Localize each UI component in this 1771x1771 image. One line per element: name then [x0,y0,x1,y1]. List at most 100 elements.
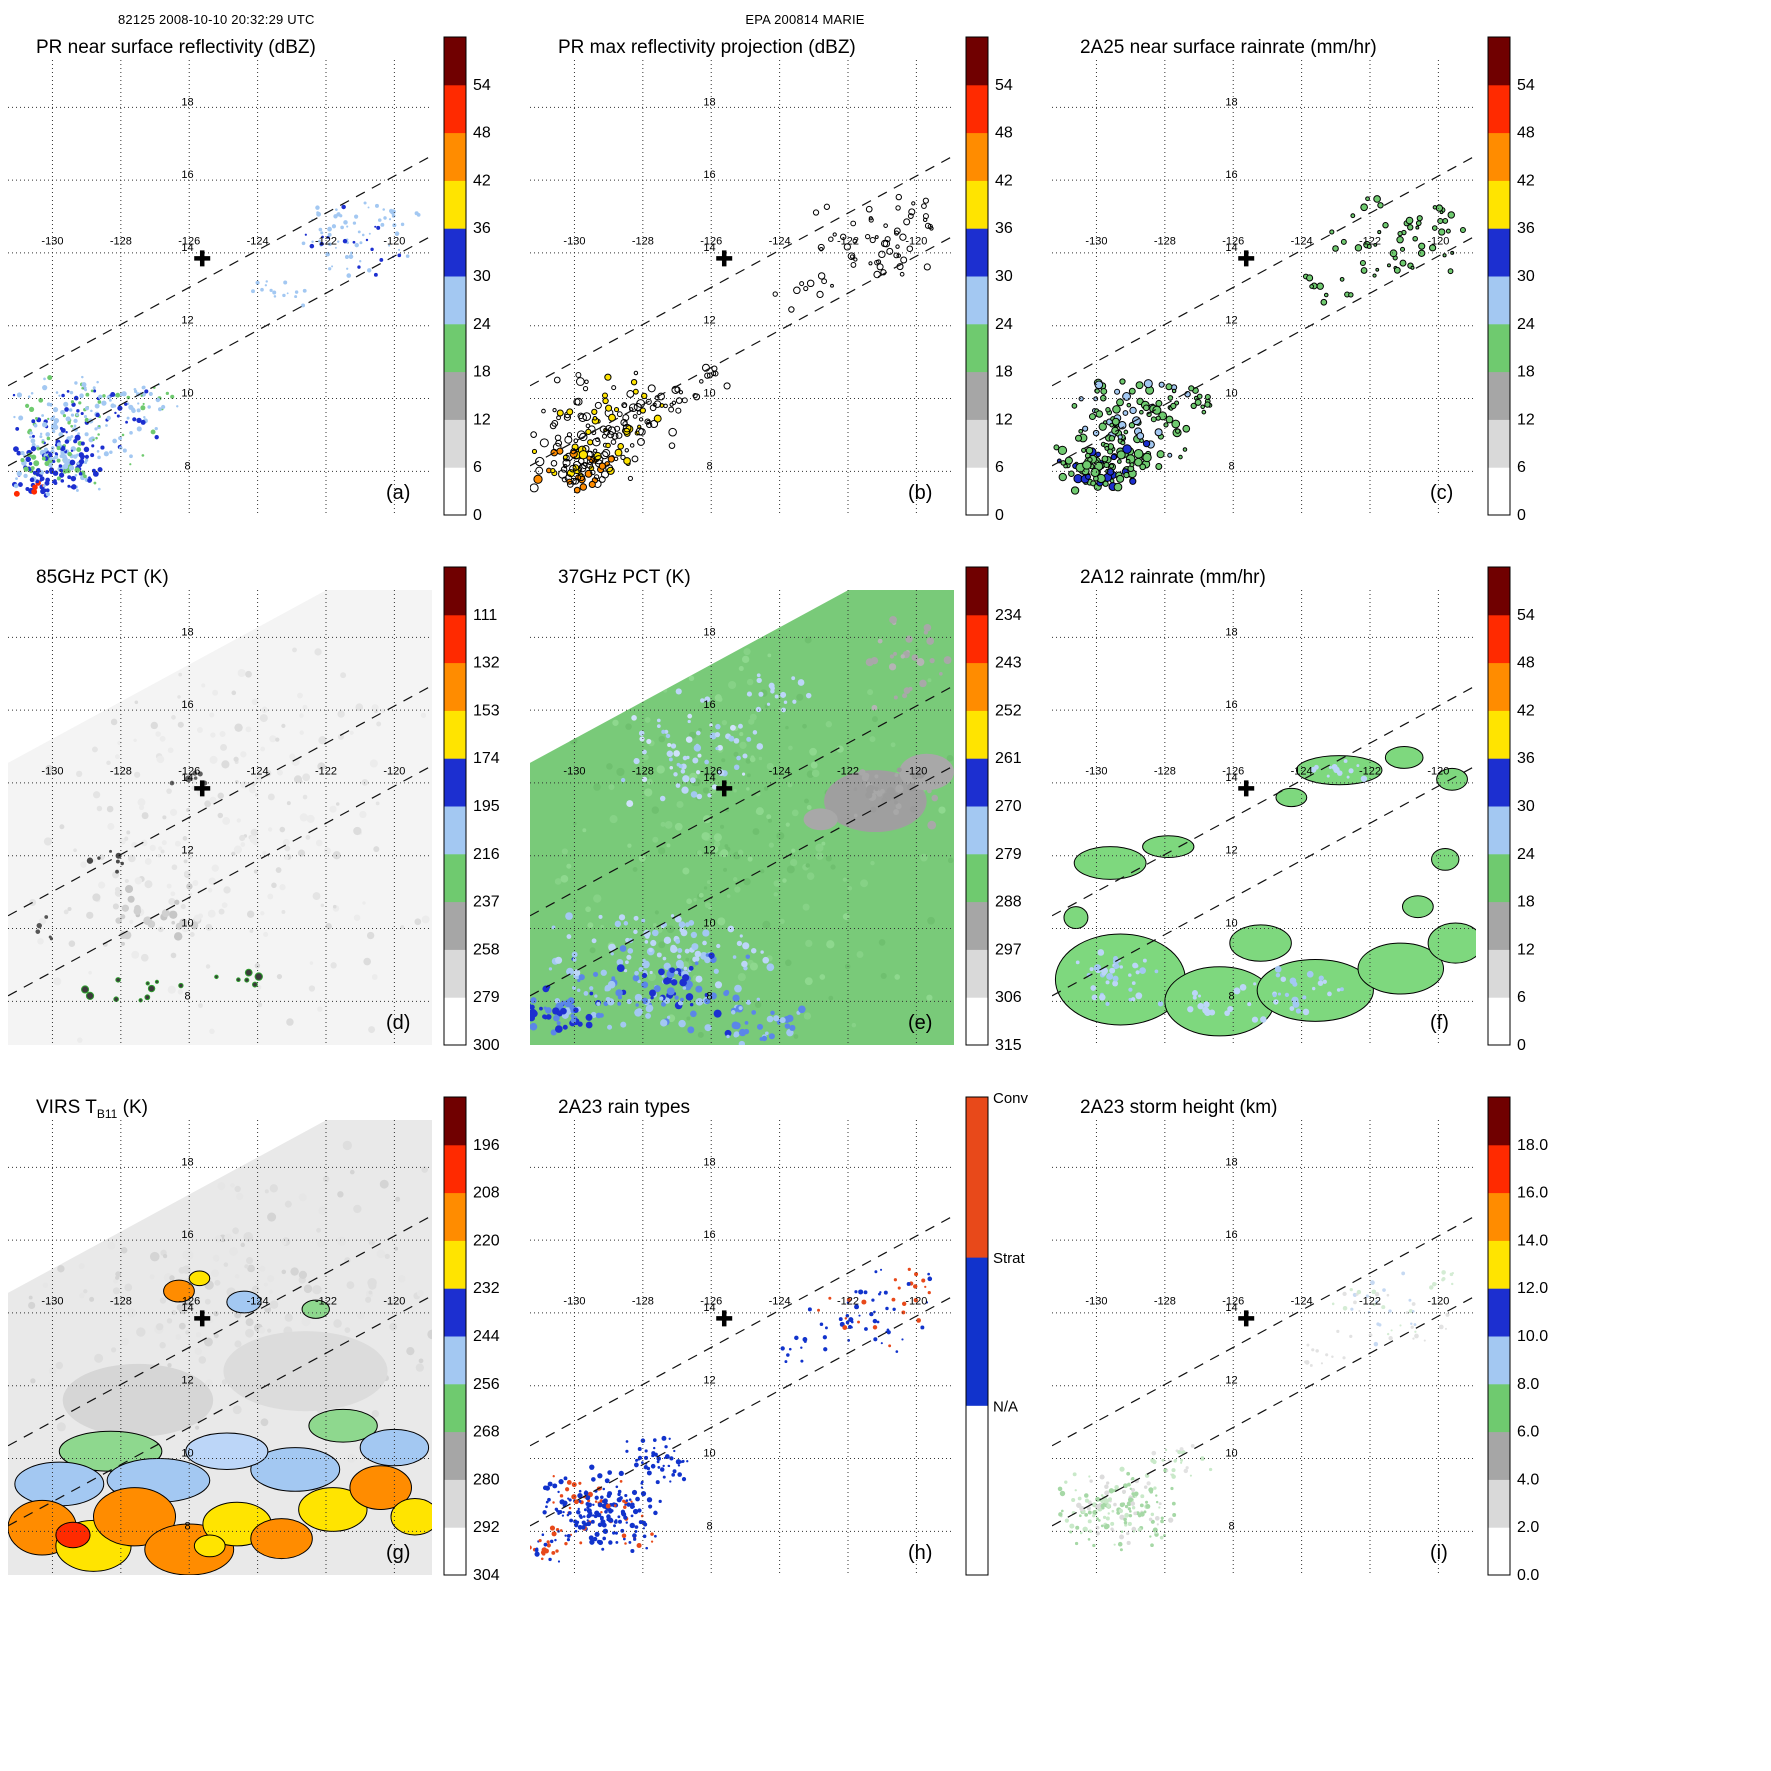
svg-text:-122: -122 [1359,765,1381,777]
svg-text:18: 18 [1225,626,1237,638]
svg-text:279: 279 [995,846,1022,863]
svg-text:16: 16 [181,1229,193,1241]
map-plot: -130 -128 -126 -124 -122 -120 8 10 12 14 16 18 [530,60,954,515]
svg-text:16: 16 [181,169,193,181]
svg-text:-128: -128 [632,765,654,777]
svg-text:-122: -122 [315,765,337,777]
svg-text:54: 54 [1517,607,1535,624]
svg-text:14.0: 14.0 [1517,1232,1548,1249]
colorbar: 304 292 280 268 256 244 232 220 208 196 [443,1096,500,1584]
svg-text:8: 8 [706,460,712,472]
panel-title: PR near surface reflectivity (dBZ) [36,37,316,61]
colorbar: 0.0 2.0 4.0 6.0 8.0 10.0 12.0 14.0 16.0 18.0 [1487,1096,1548,1584]
svg-text:232: 232 [473,1280,500,1297]
svg-text:12.0: 12.0 [1517,1280,1548,1297]
svg-text:14: 14 [1225,1302,1237,1314]
svg-text:14: 14 [181,242,193,254]
map-plot: -130 -128 -126 -124 -122 -120 8 10 12 14 16 18 [1052,590,1476,1045]
svg-text:36: 36 [1517,750,1535,767]
svg-text:0.0: 0.0 [1517,1567,1539,1584]
svg-text:-128: -128 [632,1295,654,1307]
svg-text:14: 14 [181,1302,193,1314]
svg-text:153: 153 [473,702,500,719]
storm-center-marker-icon [194,780,211,797]
svg-text:8: 8 [1228,1520,1234,1532]
grid-labels: -130 -128 -126 -124 -122 -120 8 10 12 14 16 18 [563,626,927,1002]
svg-text:12: 12 [703,315,715,327]
svg-text:288: 288 [995,894,1022,911]
svg-text:10.0: 10.0 [1517,1328,1548,1345]
svg-text:18: 18 [473,364,491,381]
svg-text:12: 12 [1225,315,1237,327]
panel-letter: (f) [1430,1012,1449,1034]
svg-text:174: 174 [473,750,500,767]
svg-text:-120: -120 [383,765,405,777]
svg-text:-124: -124 [769,765,791,777]
grid-lines [530,590,954,1045]
svg-text:12: 12 [703,845,715,857]
svg-text:18: 18 [181,626,193,638]
svg-text:6: 6 [995,459,1004,476]
svg-text:48: 48 [473,125,491,142]
data-layer [530,607,954,1045]
svg-text:14: 14 [1225,772,1237,784]
svg-text:-128: -128 [632,235,654,247]
svg-text:12: 12 [181,1375,193,1387]
svg-text:279: 279 [473,989,500,1006]
svg-text:Strat: Strat [993,1250,1026,1267]
svg-text:-126: -126 [178,765,200,777]
data-layer [1053,195,1466,495]
panel-title-text: 37GHz PCT (K) [558,567,691,588]
svg-text:12: 12 [181,845,193,857]
panel-title: 2A23 storm height (km) [1080,1097,1277,1121]
svg-text:16: 16 [1225,169,1237,181]
panel-title: 37GHz PCT (K) [558,567,691,591]
svg-text:8: 8 [706,990,712,1002]
panel-title: 85GHz PCT (K) [36,567,169,591]
svg-text:-120: -120 [383,235,405,247]
panel-title: 2A23 rain types [558,1097,690,1121]
svg-text:30: 30 [1517,268,1535,285]
svg-text:0: 0 [473,507,482,524]
svg-text:16: 16 [181,699,193,711]
panel-letter: (b) [908,482,933,504]
svg-text:8.0: 8.0 [1517,1376,1539,1393]
svg-text:216: 216 [473,846,500,863]
panel-letter: (h) [908,1542,933,1564]
svg-text:-120: -120 [1427,1295,1449,1307]
svg-text:42: 42 [1517,172,1535,189]
svg-text:12: 12 [703,1375,715,1387]
svg-text:244: 244 [473,1328,500,1345]
svg-text:-126: -126 [1222,765,1244,777]
svg-text:-124: -124 [247,765,269,777]
panel-h: 2A23 rain types -130 -128 -126 -124 -122 -120… [530,1090,1052,1625]
storm-center-marker-icon [1238,780,1255,797]
panel-title-text: 2A12 rainrate (mm/hr) [1080,567,1266,588]
svg-text:16: 16 [703,1229,715,1241]
svg-text:54: 54 [995,77,1013,94]
svg-text:220: 220 [473,1232,500,1249]
svg-text:30: 30 [1517,798,1535,815]
svg-text:243: 243 [995,655,1022,672]
colorbar: 300 279 258 237 216 195 174 153 132 111 [443,566,500,1054]
svg-text:-128: -128 [110,765,132,777]
svg-text:36: 36 [995,220,1013,237]
svg-text:14: 14 [703,242,715,254]
svg-text:-130: -130 [1085,765,1107,777]
svg-text:10: 10 [181,1448,193,1460]
svg-text:-120: -120 [905,235,927,247]
svg-text:-128: -128 [1154,235,1176,247]
svg-text:42: 42 [1517,702,1535,719]
svg-text:-128: -128 [1154,1295,1176,1307]
grid-lines [8,590,432,1045]
grid-lines [530,60,954,515]
storm-center-marker-icon [716,250,733,267]
panel-title: 2A12 rainrate (mm/hr) [1080,567,1266,591]
svg-text:0: 0 [1517,507,1526,524]
svg-text:Conv: Conv [993,1090,1029,1107]
svg-text:-130: -130 [41,765,63,777]
svg-text:-122: -122 [1359,235,1381,247]
svg-text:4.0: 4.0 [1517,1471,1539,1488]
svg-text:-124: -124 [1291,1295,1313,1307]
